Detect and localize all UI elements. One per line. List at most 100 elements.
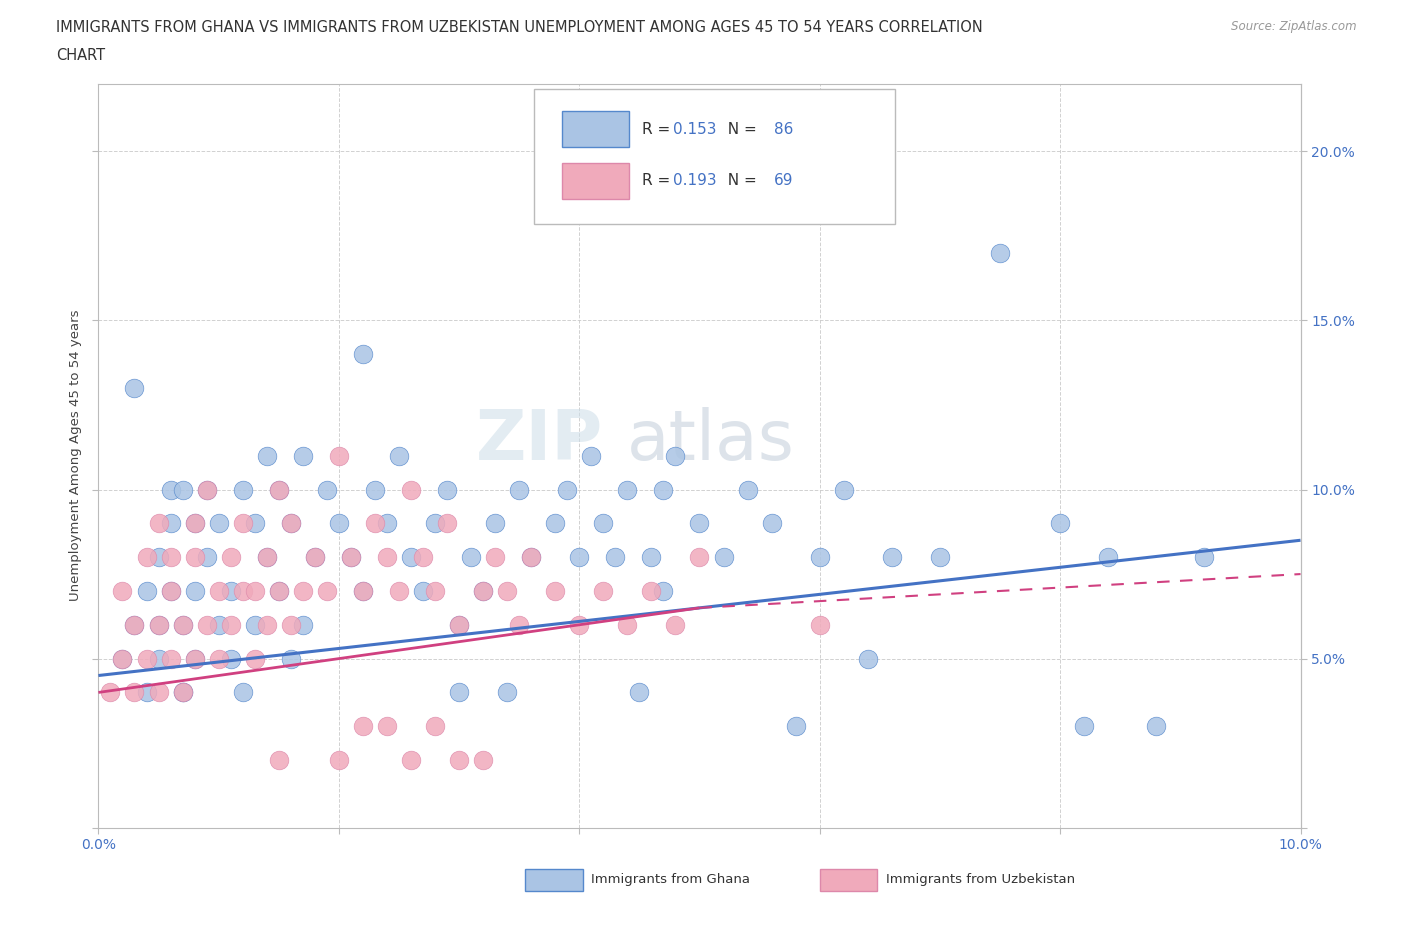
Point [555, 482, 578, 497]
Point [304, 550, 326, 565]
Text: 0.193: 0.193 [673, 173, 717, 188]
Point [399, 752, 422, 767]
Point [243, 651, 266, 666]
FancyBboxPatch shape [562, 164, 628, 199]
Point [159, 651, 181, 666]
Point [267, 583, 290, 598]
Point [148, 685, 170, 700]
Point [399, 550, 422, 565]
Text: R =: R = [641, 173, 675, 188]
Point [135, 651, 157, 666]
Point [520, 550, 543, 565]
Point [159, 583, 181, 598]
Point [412, 583, 434, 598]
Point [256, 448, 278, 463]
Point [1144, 719, 1167, 734]
Point [100, 685, 122, 700]
Point [256, 550, 278, 565]
Point [472, 583, 495, 598]
Point [135, 583, 157, 598]
Point [304, 550, 326, 565]
FancyBboxPatch shape [534, 89, 896, 223]
Point [267, 583, 290, 598]
Point [148, 516, 170, 531]
Point [761, 516, 783, 531]
Point [183, 516, 205, 531]
Point [364, 516, 387, 531]
Point [315, 482, 337, 497]
Point [808, 550, 831, 565]
Point [581, 448, 603, 463]
Text: N =: N = [717, 173, 761, 188]
Point [496, 685, 519, 700]
Point [291, 448, 314, 463]
Point [1073, 719, 1095, 734]
Point [1194, 550, 1216, 565]
Point [159, 482, 181, 497]
Text: Immigrants from Uzbekistan: Immigrants from Uzbekistan [886, 873, 1076, 886]
Point [484, 516, 506, 531]
Point [880, 550, 903, 565]
Point [124, 685, 146, 700]
Point [148, 550, 170, 565]
Point [544, 583, 567, 598]
Point [689, 550, 711, 565]
Point [219, 583, 242, 598]
Point [929, 550, 952, 565]
Point [280, 618, 302, 632]
Text: 69: 69 [775, 173, 793, 188]
Point [472, 752, 495, 767]
Point [243, 583, 266, 598]
Point [616, 618, 638, 632]
Point [111, 651, 134, 666]
Point [375, 719, 398, 734]
Point [183, 550, 205, 565]
Text: CHART: CHART [56, 48, 105, 63]
Point [352, 719, 374, 734]
FancyBboxPatch shape [526, 869, 583, 891]
Point [388, 583, 411, 598]
Point [291, 583, 314, 598]
Point [592, 583, 614, 598]
Point [352, 583, 374, 598]
Point [447, 685, 470, 700]
Point [124, 618, 146, 632]
Point [988, 246, 1011, 260]
Point [785, 719, 807, 734]
Text: N =: N = [717, 122, 761, 137]
Point [208, 651, 231, 666]
Point [664, 618, 686, 632]
Point [423, 516, 446, 531]
Point [183, 583, 205, 598]
Text: Immigrants from Ghana: Immigrants from Ghana [592, 873, 751, 886]
Point [664, 448, 686, 463]
Point [520, 550, 543, 565]
Point [436, 516, 458, 531]
Point [340, 550, 363, 565]
Point [423, 719, 446, 734]
Point [267, 482, 290, 497]
Point [208, 516, 231, 531]
Point [267, 752, 290, 767]
Point [135, 550, 157, 565]
Point [484, 550, 506, 565]
Point [280, 651, 302, 666]
Point [195, 618, 218, 632]
Point [172, 685, 194, 700]
Point [172, 482, 194, 497]
Point [159, 550, 181, 565]
Point [423, 583, 446, 598]
Point [508, 618, 530, 632]
Point [328, 516, 350, 531]
Point [352, 583, 374, 598]
Text: atlas: atlas [627, 407, 796, 474]
Point [447, 752, 470, 767]
Point [412, 550, 434, 565]
Point [219, 651, 242, 666]
Point [148, 651, 170, 666]
Text: R =: R = [641, 122, 675, 137]
Point [544, 516, 567, 531]
Point [232, 482, 254, 497]
Text: Source: ZipAtlas.com: Source: ZipAtlas.com [1232, 20, 1357, 33]
Point [172, 685, 194, 700]
